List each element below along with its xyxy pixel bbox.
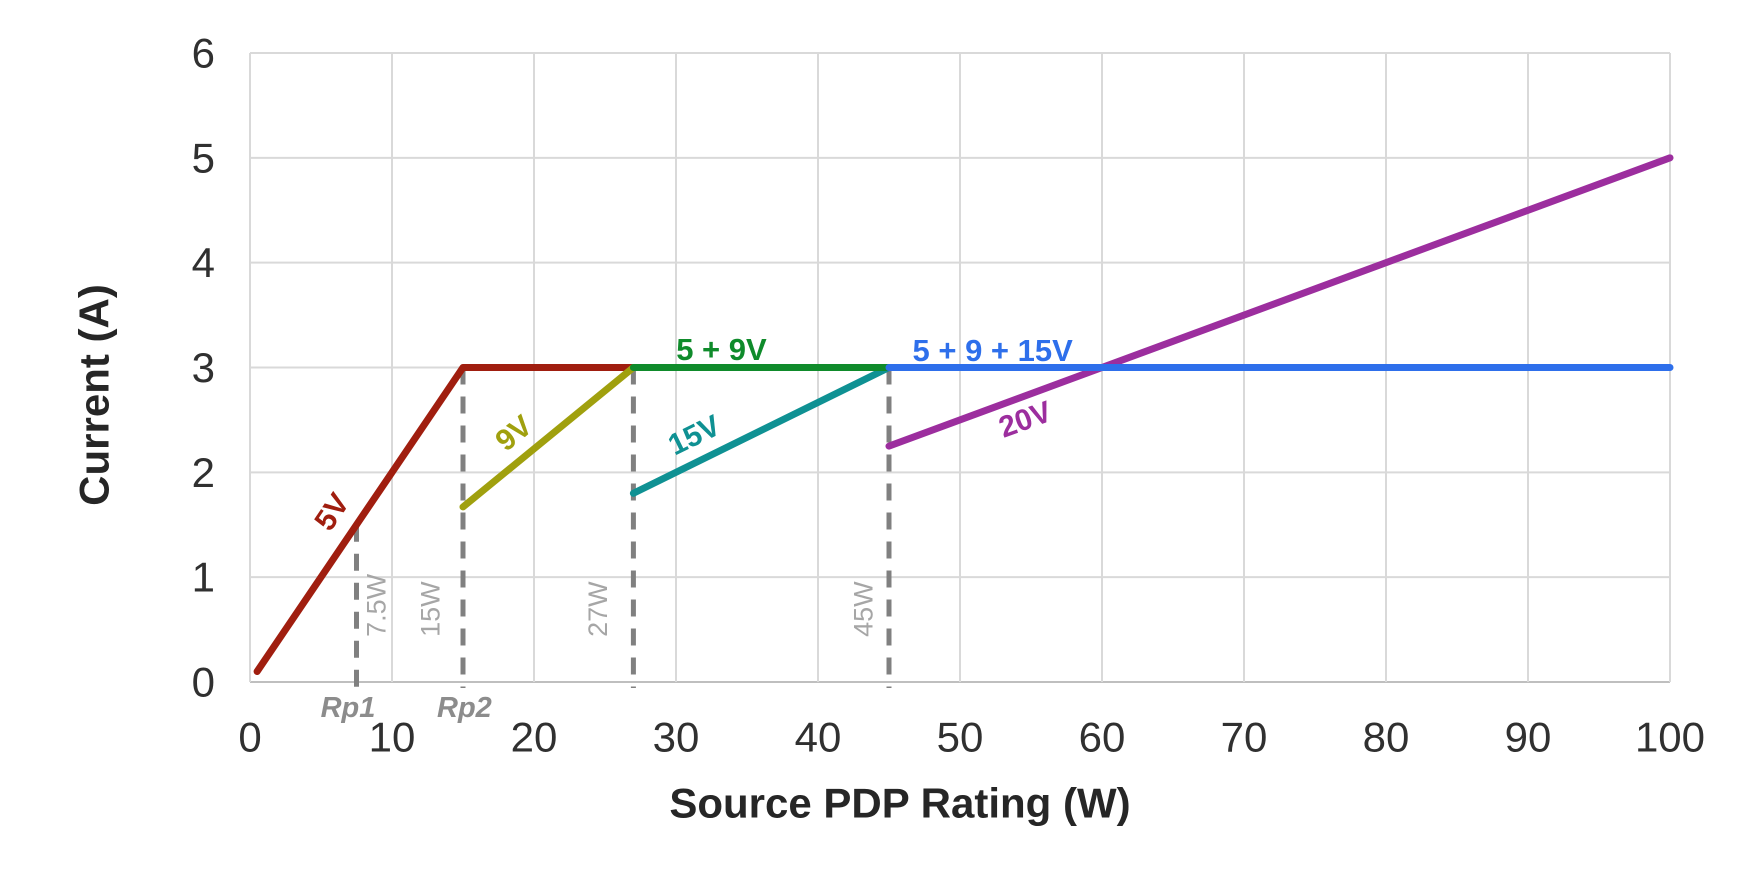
rp-label-Rp2: Rp2 — [437, 692, 492, 724]
series-label-5V: 5V — [308, 488, 356, 537]
threshold-label-27W: 27W — [583, 581, 613, 637]
x-tick-label-50: 50 — [937, 714, 984, 761]
x-tick-label-90: 90 — [1505, 714, 1552, 761]
y-tick-label-2: 2 — [192, 449, 215, 496]
x-tick-label-20: 20 — [511, 714, 558, 761]
x-tick-label-40: 40 — [795, 714, 842, 761]
x-tick-label-30: 30 — [653, 714, 700, 761]
x-axis-title: Source PDP Rating (W) — [669, 780, 1130, 827]
series-line-15V — [629, 364, 893, 497]
series-line-9V — [459, 364, 637, 511]
y-tick-label-6: 6 — [192, 30, 215, 77]
series-label-5+9+15V: 5 + 9 + 15V — [913, 333, 1074, 368]
y-tick-label-5: 5 — [192, 134, 215, 181]
series-label-5+9V: 5 + 9V — [676, 332, 767, 367]
x-tick-label-0: 0 — [238, 714, 261, 761]
y-tick-label-3: 3 — [192, 344, 215, 391]
threshold-label-15W: 15W — [415, 581, 445, 637]
x-tick-label-80: 80 — [1363, 714, 1410, 761]
threshold-label-45W: 45W — [848, 581, 878, 637]
threshold-label-7.5W: 7.5W — [361, 573, 391, 637]
series-line-5V — [253, 364, 637, 676]
series-line-20V — [885, 154, 1674, 450]
x-tick-label-70: 70 — [1221, 714, 1268, 761]
y-tick-label-4: 4 — [192, 239, 215, 286]
y-tick-label-1: 1 — [192, 554, 215, 601]
x-tick-label-10: 10 — [369, 714, 416, 761]
x-tick-label-100: 100 — [1635, 714, 1705, 761]
y-axis-title: Current (A) — [71, 284, 118, 506]
rp-label-Rp1: Rp1 — [321, 692, 376, 724]
y-tick-label-0: 0 — [192, 659, 215, 706]
x-tick-label-60: 60 — [1079, 714, 1126, 761]
